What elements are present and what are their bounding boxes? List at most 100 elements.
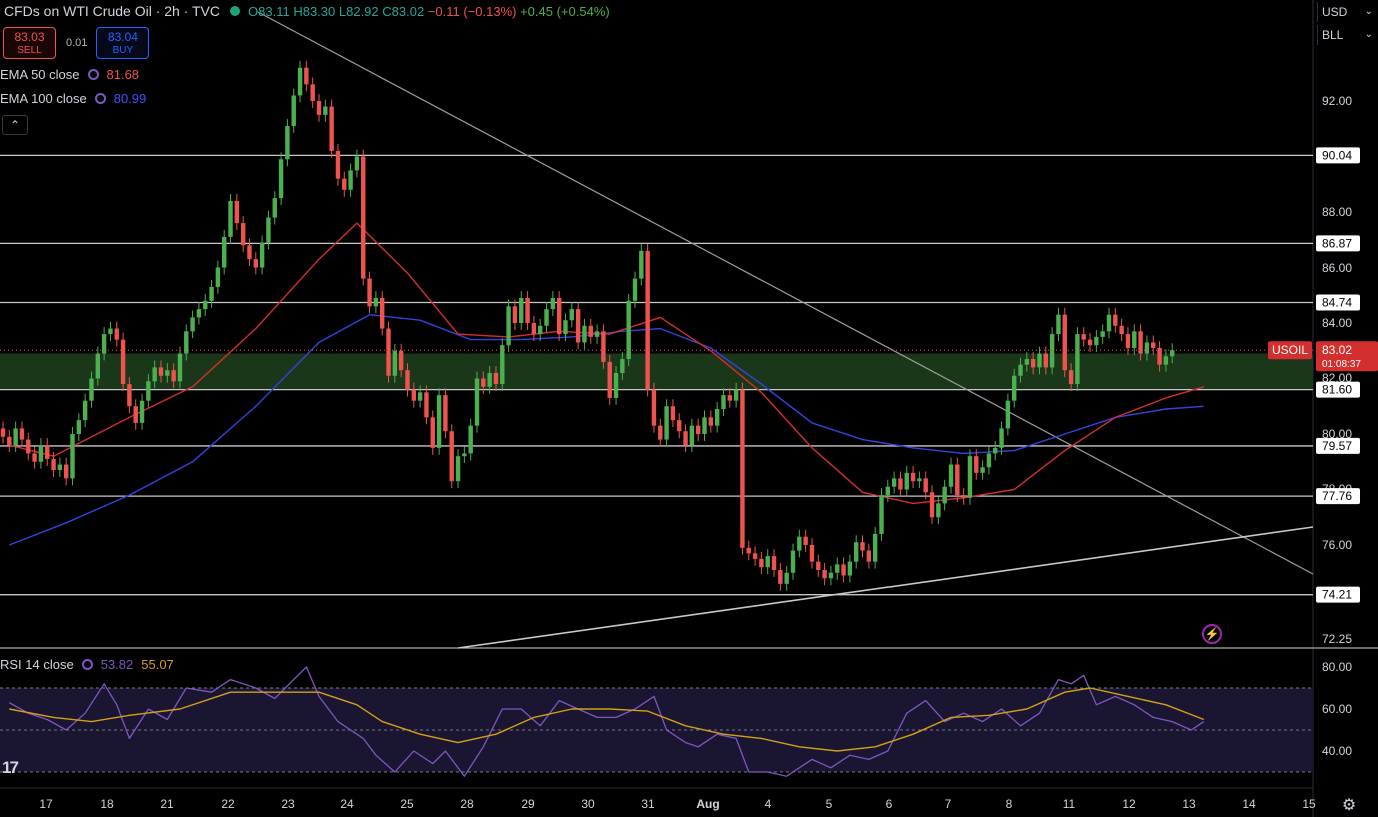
spread-value: 0.01	[66, 37, 88, 49]
time-tick-label: 18	[100, 797, 114, 811]
candle-body	[203, 300, 208, 310]
candle-body	[765, 556, 770, 568]
level-label: 81.60	[1322, 383, 1352, 397]
candle-body	[139, 400, 145, 423]
rsi-ma-value: 55.07	[141, 657, 174, 672]
time-tick-label: 25	[400, 797, 414, 811]
last-price-label: 83.02	[1322, 343, 1352, 357]
flash-icon[interactable]: ⚡	[1202, 624, 1222, 644]
time-tick-label: 17	[39, 797, 53, 811]
rsi-ma-line	[9, 687, 1205, 752]
candle-body	[342, 178, 347, 190]
candle-body	[1081, 334, 1086, 340]
indicator-cycle-icon[interactable]	[87, 69, 99, 80]
candle-body	[316, 101, 322, 115]
rsi-legend[interactable]: RSI 14 close 53.82 55.07	[0, 657, 174, 672]
last-price-box	[1316, 341, 1378, 372]
candle-body	[677, 420, 682, 432]
candle-body	[45, 445, 50, 459]
candle-body	[569, 309, 574, 321]
candle-body	[866, 550, 872, 562]
indicator-cycle-icon[interactable]	[81, 659, 93, 670]
time-tick-label: 22	[221, 797, 235, 811]
gear-icon[interactable]: ⚙	[1341, 797, 1357, 814]
candle-body	[1049, 334, 1055, 368]
candle-body	[171, 370, 176, 382]
candle-body	[51, 458, 56, 471]
candle-body	[1132, 331, 1137, 348]
candle-body	[860, 542, 865, 551]
candle-body	[285, 125, 290, 160]
price-tick-label: 76.00	[1322, 538, 1352, 552]
unit-select[interactable]: BLL ⌄	[1317, 25, 1377, 45]
candle-body	[297, 67, 303, 96]
candle-body	[929, 492, 935, 518]
candle-body	[32, 453, 37, 462]
candle-body	[310, 84, 315, 101]
candle-body	[405, 370, 410, 390]
candle-body	[493, 372, 499, 385]
candle-body	[727, 395, 732, 401]
currency-select[interactable]: USD ⌄	[1317, 2, 1377, 22]
candle-body	[89, 378, 94, 401]
chevron-down-icon: ⌄	[1364, 6, 1373, 17]
candle-body	[670, 406, 676, 421]
candle-body	[70, 434, 75, 479]
candle-body	[854, 542, 859, 562]
level-label-box	[1316, 586, 1360, 603]
buy-button[interactable]: 83.04 BUY	[96, 27, 150, 59]
rsi-line	[8, 666, 1205, 777]
candle-body	[266, 217, 271, 243]
sell-button[interactable]: 83.03 SELL	[3, 27, 56, 59]
candle-body	[1170, 350, 1175, 357]
candle-body	[1012, 375, 1017, 401]
time-tick-label: 11	[1063, 797, 1076, 811]
candle-body	[828, 572, 834, 579]
ema50-line	[9, 222, 1204, 505]
candle-body	[487, 372, 492, 387]
candle-body	[253, 259, 258, 268]
ema50-legend[interactable]: EMA 50 close 81.68	[0, 67, 139, 82]
candle-body	[588, 325, 593, 337]
uptrend-line	[457, 526, 1314, 649]
candle-body	[575, 309, 581, 343]
candle-body	[19, 428, 25, 440]
candle-body	[1106, 314, 1112, 332]
candle-body	[898, 478, 903, 490]
rsi-label: RSI 14 close	[0, 657, 74, 672]
candle-body	[304, 67, 309, 85]
trade-panel: 83.03 SELL 0.01 83.04 BUY	[3, 27, 150, 59]
candle-body	[974, 456, 979, 473]
ema100-legend[interactable]: EMA 100 close 80.99	[0, 91, 146, 106]
level-label: 79.57	[1322, 439, 1352, 453]
candle-body	[538, 325, 543, 335]
symbol-title[interactable]: CFDs on WTI Crude Oil · 2h · TVC	[4, 3, 221, 19]
candle-body	[702, 417, 707, 434]
candle-body	[550, 298, 556, 310]
candle-body	[1144, 342, 1150, 354]
time-tick-label: 13	[1182, 797, 1196, 811]
candle-body	[1062, 314, 1067, 371]
time-tick-label: 23	[281, 797, 295, 811]
candle-body	[563, 320, 568, 335]
candle-body	[76, 420, 82, 434]
candle-body	[108, 328, 113, 335]
candle-body	[714, 409, 720, 426]
candle-body	[222, 236, 227, 268]
collapse-legend-button[interactable]: ⌃	[2, 115, 28, 135]
indicator-cycle-icon[interactable]	[94, 93, 106, 104]
candle-body	[582, 325, 587, 343]
candle-body	[993, 447, 998, 454]
tradingview-logo-icon[interactable]: 17	[2, 758, 19, 777]
candle-body	[822, 569, 827, 579]
time-tick-label: 5	[826, 797, 833, 811]
sell-price: 83.03	[14, 30, 45, 44]
candle-body	[468, 425, 473, 454]
candle-body	[424, 392, 429, 418]
candle-body	[1043, 353, 1048, 368]
candles	[0, 60, 1175, 591]
ema100-line	[9, 314, 1204, 546]
candle-body	[759, 558, 764, 568]
candle-body	[594, 331, 600, 337]
